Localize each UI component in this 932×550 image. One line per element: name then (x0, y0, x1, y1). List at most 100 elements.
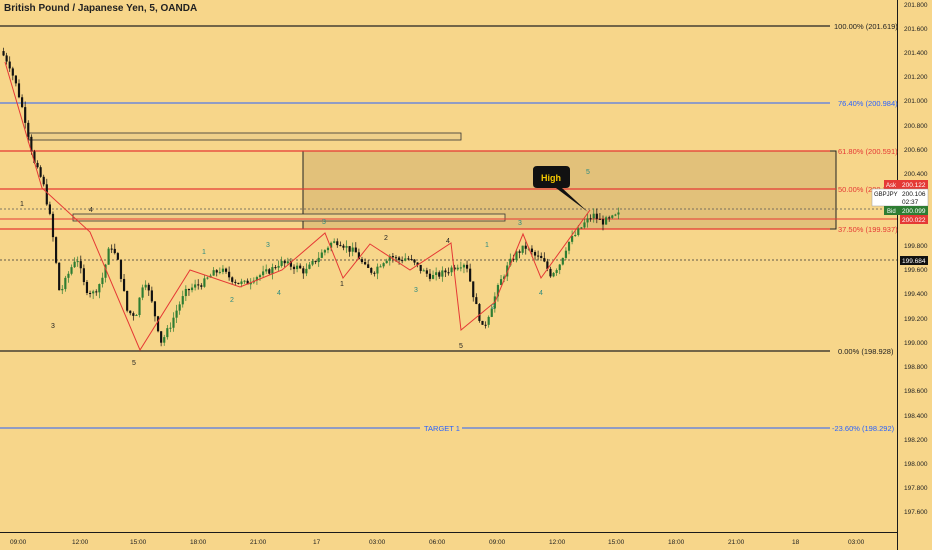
ask-tag-bg (900, 180, 928, 189)
wave-label-4b: 4 (446, 238, 450, 245)
price-tick: 198.800 (904, 364, 928, 371)
candle-body (76, 261, 79, 263)
chart-title: British Pound / Japanese Yen, 5, OANDA (4, 3, 198, 14)
candle-body (79, 261, 82, 269)
candle-body (379, 266, 382, 268)
candle-body (518, 251, 521, 253)
candle-body (336, 241, 339, 246)
candle-body (475, 297, 478, 305)
candle-body (401, 260, 404, 262)
wave-label-2b: 2 (384, 235, 388, 242)
candle-body (462, 264, 466, 268)
candle-body (122, 278, 126, 291)
time-tick: 12:00 (549, 539, 566, 546)
lower-box[interactable] (72, 213, 506, 222)
candle-body (490, 308, 493, 317)
candle-body (228, 271, 231, 278)
zigzag-wave-line[interactable] (4, 61, 591, 352)
candle-body (101, 277, 104, 285)
candle-body (459, 267, 462, 269)
candle-body (314, 260, 317, 263)
candle-body (351, 247, 354, 252)
candle-body (11, 68, 14, 76)
candle-body (503, 276, 506, 280)
candle-body (17, 83, 21, 98)
resistance-zone[interactable] (302, 150, 837, 230)
wave-label-3: 3 (51, 323, 55, 330)
time-tick: 06:00 (429, 539, 446, 546)
candle-body (8, 61, 11, 69)
candle-body (567, 241, 571, 251)
candle-body (339, 245, 342, 247)
ask-tag-label-bg (884, 180, 900, 189)
wave-label-4: 4 (89, 207, 93, 214)
candle-body (30, 136, 33, 152)
candle-body (67, 273, 70, 278)
candle-body (95, 291, 98, 293)
high-callout-bubble[interactable] (533, 166, 588, 212)
candle-body (487, 316, 490, 325)
time-tick: 15:00 (130, 539, 147, 546)
candle-body (54, 237, 58, 263)
candle-body (469, 268, 472, 282)
candle-body (33, 151, 36, 163)
time-tick: 15:00 (608, 539, 625, 546)
time-axis[interactable]: 09:00 12:00 15:00 18:00 21:00 17 03:00 0… (10, 539, 865, 546)
candle-body (116, 253, 119, 260)
high-callout-text: High (541, 173, 561, 183)
candle-body (246, 280, 249, 285)
candle-body (132, 313, 135, 316)
candle-body (574, 234, 577, 237)
candle-body (472, 281, 475, 298)
candle-body (197, 284, 200, 286)
candle-body (14, 75, 17, 84)
candle-body (280, 260, 283, 266)
candle-body (410, 258, 413, 260)
candle-body (367, 264, 370, 268)
upper-box[interactable] (28, 132, 462, 141)
candle-body (601, 219, 605, 225)
candle-body (215, 270, 218, 273)
time-tick: 21:00 (728, 539, 745, 546)
candle-body (224, 268, 228, 272)
candle-body (262, 271, 265, 276)
candle-body (70, 267, 73, 274)
fib-label-100: 100.00% (201.619) (834, 22, 898, 31)
candle-body (302, 268, 305, 274)
candle-body (546, 261, 549, 269)
target-label: TARGET 1 (424, 424, 460, 433)
candle-body (564, 250, 568, 258)
candle-body (521, 245, 524, 253)
ask-tag-label: Ask (886, 183, 897, 189)
price-tick: 201.400 (904, 50, 928, 57)
time-tick: 12:00 (72, 539, 89, 546)
candle-body (92, 291, 95, 294)
fib-label-76: 76.40% (200.984) (838, 99, 898, 108)
time-tick: 03:00 (369, 539, 386, 546)
wave-teal-2c: 2 (491, 304, 495, 311)
candle-body (509, 258, 512, 266)
candle-body (571, 236, 574, 242)
candle-body (292, 266, 296, 270)
wave-label-5b: 5 (459, 343, 463, 350)
candle-body (64, 277, 67, 290)
fib-label-618: 61.80% (200.591) (838, 147, 898, 156)
price-axis[interactable]: 201.800 201.600 201.400 201.200 201.000 … (904, 2, 928, 516)
wave-label-1b: 1 (340, 281, 344, 288)
candle-body (286, 261, 289, 264)
candle-body (363, 262, 367, 265)
price-tick: 198.000 (904, 461, 928, 468)
candle-body (549, 268, 552, 277)
candle-body (27, 122, 30, 137)
candle-body (558, 264, 561, 271)
wave-teal-1: 1 (202, 249, 206, 256)
candle-body (21, 97, 24, 108)
wave-teal-3: 3 (266, 242, 270, 249)
candle-body (416, 262, 419, 265)
candle-body (431, 275, 435, 279)
price-tick: 201.600 (904, 26, 928, 33)
candle-body (249, 282, 252, 285)
candle-group (2, 47, 620, 347)
level-tag-value: 199.684 (902, 258, 926, 265)
